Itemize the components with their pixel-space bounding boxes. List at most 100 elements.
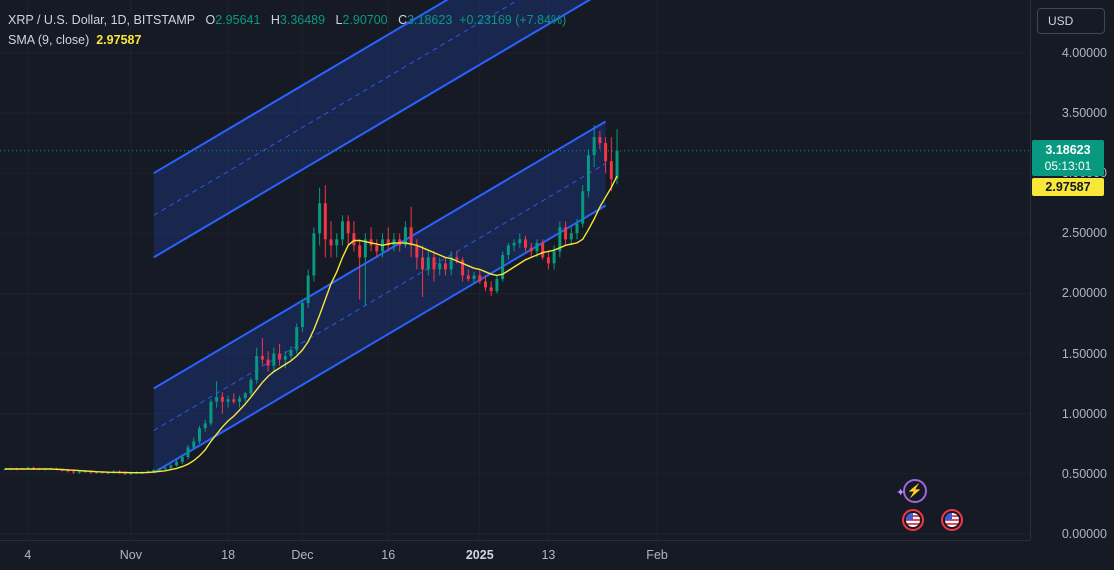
- candle: [295, 323, 299, 354]
- candle: [369, 227, 373, 252]
- candle-body: [478, 275, 482, 282]
- candle-body: [163, 467, 167, 470]
- candle: [203, 419, 207, 432]
- candle-body: [529, 247, 533, 252]
- candle: [192, 437, 196, 450]
- candle: [609, 137, 613, 192]
- candle: [323, 185, 327, 258]
- candle-body: [209, 401, 213, 424]
- candle: [592, 125, 596, 168]
- candle-body: [335, 239, 339, 246]
- candle-body: [340, 221, 344, 240]
- candle: [386, 227, 390, 252]
- candle-body: [552, 251, 556, 264]
- candle: [169, 464, 173, 470]
- candle-body: [283, 355, 287, 360]
- candle: [575, 218, 579, 240]
- candle-body: [306, 275, 310, 304]
- event-marker[interactable]: [941, 509, 963, 531]
- candle-body: [89, 471, 93, 473]
- candle-body: [180, 457, 184, 462]
- time-axis[interactable]: 4 Nov 18 Dec 16 2025 13 Feb: [0, 540, 1030, 570]
- candle: [466, 269, 470, 282]
- candle: [472, 271, 476, 284]
- candle-body: [278, 353, 282, 360]
- chart-legend: XRP / U.S. Dollar, 1D, BITSTAMP O2.95641…: [8, 10, 566, 50]
- event-marker[interactable]: [902, 509, 924, 531]
- legend-row-symbol: XRP / U.S. Dollar, 1D, BITSTAMP O2.95641…: [8, 10, 566, 30]
- candle-body: [226, 399, 230, 402]
- candle-body: [489, 287, 493, 292]
- candle-body: [501, 254, 505, 280]
- candle: [215, 381, 219, 408]
- candle-body: [66, 470, 70, 472]
- symbol-name[interactable]: XRP / U.S. Dollar, 1D, BITSTAMP: [8, 13, 196, 27]
- candle-body: [592, 137, 596, 156]
- candle-body: [443, 263, 447, 270]
- candle: [489, 281, 493, 296]
- candle-body: [581, 191, 585, 224]
- candle: [438, 257, 442, 276]
- candle-body: [438, 263, 442, 270]
- candle: [243, 392, 247, 402]
- bar-countdown: 05:13:01: [1044, 159, 1092, 173]
- candle: [272, 347, 276, 372]
- candle: [175, 459, 179, 467]
- candle-body: [575, 223, 579, 234]
- candle: [340, 215, 344, 246]
- close-value: 3.18623: [407, 13, 453, 27]
- candle-body: [260, 355, 264, 360]
- time-tick-label: 2025: [465, 548, 494, 562]
- candle: [529, 242, 533, 258]
- candle: [260, 337, 264, 366]
- close-label: C: [398, 13, 408, 27]
- low-label: L: [335, 13, 343, 27]
- candle-body: [175, 461, 179, 466]
- bolt-icon[interactable]: ⚡: [903, 479, 927, 503]
- sparkle-icon: ✦: [896, 487, 906, 499]
- candle-body: [506, 245, 510, 255]
- candle-body: [249, 380, 253, 394]
- candle: [483, 275, 487, 292]
- candle: [335, 233, 339, 258]
- us-flag-icon: [945, 513, 959, 527]
- price-tick-label: 1.50000: [1061, 346, 1107, 361]
- candle-body: [564, 227, 568, 240]
- price-axis[interactable]: 4.000003.500003.000002.500002.000001.500…: [1030, 0, 1114, 541]
- price-chart[interactable]: [0, 0, 1030, 540]
- candle: [558, 221, 562, 258]
- chart-area[interactable]: [0, 0, 1030, 540]
- candle-body: [77, 471, 81, 473]
- candle-body: [569, 233, 573, 240]
- candle: [546, 251, 550, 270]
- candle-body: [329, 239, 333, 246]
- candle: [506, 242, 510, 260]
- candle-body: [386, 239, 390, 246]
- currency-button[interactable]: USD: [1037, 8, 1105, 34]
- candle: [432, 251, 436, 282]
- candle-body: [352, 233, 356, 246]
- candle-body: [255, 355, 259, 381]
- candle-body: [466, 275, 470, 280]
- candle: [415, 239, 419, 270]
- candle-body: [415, 245, 419, 258]
- candle-body: [586, 155, 590, 192]
- last-price-value: 3.18623: [1045, 143, 1091, 157]
- candle-body: [289, 349, 293, 356]
- candle-body: [421, 257, 425, 270]
- time-tick-label: 4: [24, 548, 32, 562]
- time-tick-label: Nov: [119, 548, 142, 562]
- candle: [586, 149, 590, 198]
- time-tick-label: 16: [381, 548, 396, 562]
- candle: [238, 395, 242, 408]
- candle: [318, 187, 322, 246]
- candle: [495, 275, 499, 294]
- time-tick-label: 18: [221, 548, 236, 562]
- candle-body: [323, 203, 327, 240]
- candle: [604, 137, 608, 174]
- candle-body: [272, 353, 276, 366]
- open-label: O: [205, 13, 216, 27]
- candle: [421, 245, 425, 298]
- legend-row-sma[interactable]: SMA (9, close) 2.97587: [8, 30, 566, 50]
- candle: [512, 239, 516, 252]
